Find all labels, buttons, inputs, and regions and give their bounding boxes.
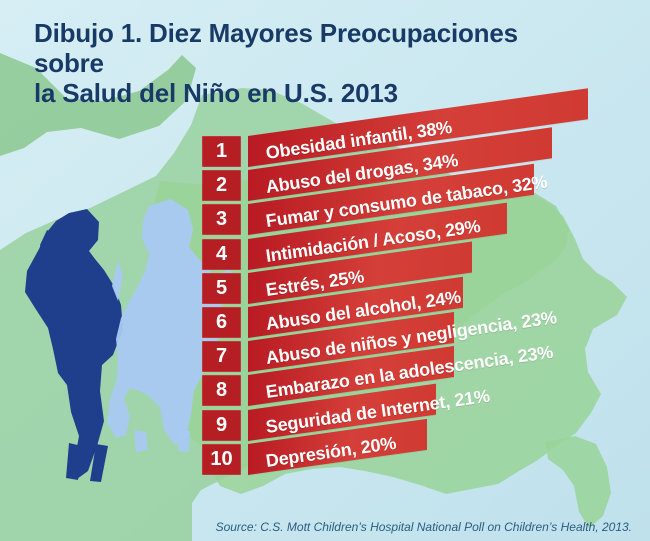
map-alaska (0, 53, 196, 156)
chart-title-line-2: la Salud del Niño en U.S. 2013 (34, 78, 398, 108)
map-florida (545, 436, 611, 528)
rank-marker: 10 (202, 443, 241, 475)
chart-title: Dibujo 1. Diez Mayores Preocupaciones so… (34, 18, 594, 108)
light-blue-arm-left (112, 260, 123, 301)
chart-title-line-1: Dibujo 1. Diez Mayores Preocupaciones so… (34, 18, 518, 78)
source-note: Source: C.S. Mott Children’s Hospital Na… (215, 520, 632, 534)
dark-blue-child-silhouette (25, 209, 123, 479)
rank-marker: 3 (202, 204, 241, 236)
dark-blue-hair (40, 230, 63, 268)
rank-marker: 6 (202, 307, 241, 338)
rank-marker: 7 (202, 341, 241, 373)
light-blue-leg-right (178, 430, 190, 452)
rank-marker: 2 (202, 170, 241, 202)
dark-blue-leg-left (66, 443, 82, 480)
rank-marker: 5 (202, 272, 241, 304)
dark-blue-leg-right (90, 444, 108, 482)
light-blue-leg-left (134, 430, 148, 452)
light-blue-child-silhouette (107, 199, 223, 445)
rank-marker: 8 (202, 375, 241, 407)
rank-marker: 9 (202, 409, 241, 441)
rank-marker: 4 (202, 238, 241, 270)
rank-marker: 1 (202, 136, 241, 167)
